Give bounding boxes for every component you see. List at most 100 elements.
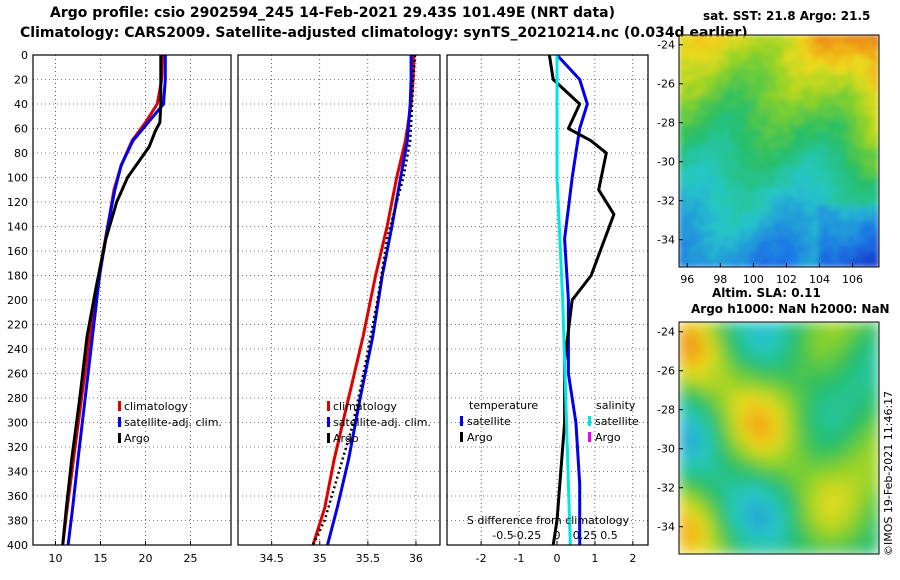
- map-cell: [803, 412, 810, 419]
- map-cell: [813, 462, 820, 469]
- map-cell: [863, 35, 870, 41]
- map-cell: [868, 322, 875, 328]
- map-cell: [783, 417, 790, 424]
- map-cell: [873, 241, 879, 248]
- map-cell: [738, 246, 745, 253]
- map-cell: [783, 457, 790, 464]
- map-cell: [778, 105, 785, 112]
- map-cell: [693, 508, 700, 515]
- map-cell: [748, 518, 755, 525]
- map-cell: [793, 452, 800, 459]
- map-cell: [679, 361, 685, 368]
- map-cell: [728, 498, 735, 504]
- map-cell: [853, 402, 860, 409]
- map-cell: [843, 64, 850, 71]
- map-cell: [833, 49, 840, 56]
- map-cell: [828, 462, 835, 469]
- map-cell: [778, 462, 785, 469]
- map-cell: [848, 427, 855, 434]
- map-cell: [818, 351, 825, 358]
- map-cell: [813, 221, 820, 228]
- map-cell: [818, 256, 825, 263]
- map-cell: [818, 120, 825, 127]
- map-cell: [798, 160, 805, 167]
- map-cell: [763, 427, 770, 434]
- map-cell: [818, 402, 825, 409]
- map-cell: [848, 79, 855, 86]
- x-tick-label: 0: [553, 552, 560, 565]
- map-cell: [793, 523, 800, 530]
- map-cell: [728, 185, 735, 192]
- map-cell: [843, 366, 850, 373]
- map-cell: [833, 59, 840, 66]
- map-cell: [788, 331, 795, 338]
- map-cell: [843, 150, 850, 157]
- map-cell: [783, 493, 790, 499]
- map-cell: [863, 261, 870, 267]
- map-cell: [743, 417, 750, 424]
- map-cell: [713, 84, 720, 91]
- map-cell: [758, 110, 765, 117]
- map-cell: [813, 467, 820, 474]
- map-cell: [813, 44, 820, 51]
- map-cell: [688, 160, 695, 167]
- map-cell: [813, 246, 820, 253]
- map-cell: [718, 487, 725, 494]
- map-cell: [868, 462, 875, 469]
- map-cell: [763, 165, 770, 172]
- map-cell: [708, 417, 715, 424]
- map-cell: [858, 105, 865, 112]
- map-cell: [853, 206, 860, 212]
- map-cell: [803, 366, 810, 373]
- map-cell: [793, 84, 800, 91]
- map-cell: [843, 160, 850, 167]
- map-cell: [858, 44, 865, 51]
- map-cell: [778, 44, 785, 51]
- map-cell: [853, 432, 860, 439]
- map-cell: [718, 84, 725, 91]
- map-cell: [743, 206, 750, 212]
- map-cell: [728, 387, 735, 394]
- map-cell: [848, 371, 855, 378]
- map-cell: [868, 261, 875, 267]
- map-cell: [743, 64, 750, 71]
- map-cell: [679, 457, 685, 464]
- map-cell: [783, 487, 790, 494]
- map-cell: [679, 366, 685, 373]
- map-cell: [828, 39, 835, 46]
- map-cell: [808, 110, 815, 117]
- map-cell: [838, 84, 845, 91]
- map-cell: [823, 195, 830, 202]
- map-cell: [753, 322, 760, 328]
- map-cell: [753, 256, 760, 263]
- map-cell: [698, 503, 705, 510]
- map-cell: [813, 170, 820, 177]
- map-cell: [738, 226, 745, 233]
- map-cell: [803, 543, 810, 550]
- map-cell: [728, 392, 735, 399]
- map-cell: [848, 125, 855, 132]
- map-cell: [873, 145, 879, 152]
- map-cell: [708, 387, 715, 394]
- map-cell: [858, 236, 865, 243]
- map-cell: [818, 110, 825, 117]
- map-cell: [733, 170, 740, 177]
- map-cell: [783, 482, 790, 489]
- map-cell: [688, 54, 695, 61]
- map-cell: [773, 477, 780, 484]
- map-cell: [793, 256, 800, 263]
- map-cell: [798, 477, 805, 484]
- map-cell: [708, 256, 715, 263]
- map-cell: [873, 130, 879, 137]
- map-cell: [733, 39, 740, 46]
- map-cell: [683, 513, 690, 520]
- map-cell: [679, 155, 685, 162]
- depth-tick-label: 120: [7, 196, 28, 209]
- map-cell: [853, 100, 860, 107]
- legend-title-temperature: temperature: [469, 399, 538, 412]
- map-cell: [763, 180, 770, 187]
- map-cell: [728, 120, 735, 127]
- map-cell: [713, 49, 720, 56]
- map-cell: [698, 246, 705, 253]
- map-cell: [838, 140, 845, 147]
